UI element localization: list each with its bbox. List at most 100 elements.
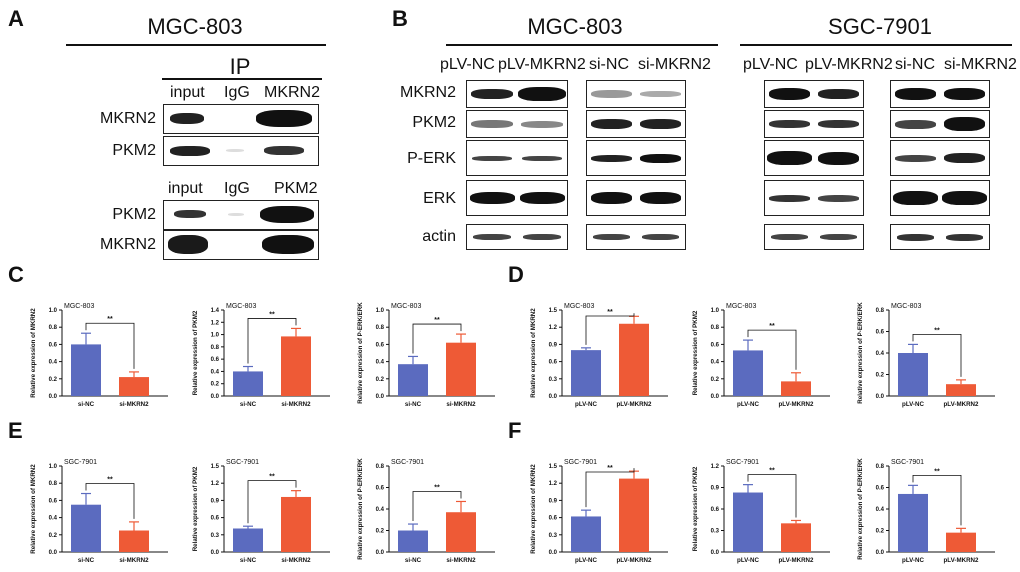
y-tick-label: 1.4 [211,308,220,314]
y-axis-label: Relative expression of P-ERK/ERK [357,302,364,404]
bar-chart: Relative expression of PKM2 SGC-7901 0.0 0.… [692,459,830,564]
y-tick-label: 0.0 [211,550,220,556]
y-tick-label: 1.0 [49,464,58,470]
blot-ip2-mkrn2 [163,230,319,260]
chart-title: SGC-7901 [226,459,259,466]
bar [281,336,311,396]
lane-label: IgG [224,180,250,197]
x-tick-label: si-NC [78,401,95,408]
bar-chart: Relative expression of P-ERK/ERK SGC-7901… [857,458,995,564]
bar [571,516,601,552]
blot-box [466,140,568,176]
lane-label: si-NC [895,56,935,73]
panel-b-title-sgc: SGC-7901 [828,14,932,39]
ip-label: IP [229,54,251,79]
significance-label: ** [107,477,113,484]
blot-box [764,180,864,216]
chart-title: MGC-803 [391,303,421,310]
y-tick-label: 0.2 [49,377,58,383]
bar [733,350,763,396]
y-tick-label: 0.2 [711,377,720,383]
y-axis-label: Relative expression of MKRN2 [530,308,537,398]
x-tick-label: si-NC [240,401,257,408]
y-tick-label: 0.9 [549,342,558,348]
y-tick-label: 0.8 [49,325,58,331]
y-tick-label: 1.0 [376,308,385,314]
lane-label: IgG [224,84,250,101]
bar [446,342,476,396]
bar [119,530,149,552]
x-tick-label: si-MKRN2 [446,557,476,564]
y-tick-label: 0.9 [549,498,558,504]
bar [571,350,601,396]
chart-title: SGC-7901 [391,459,424,466]
bar [281,496,311,552]
bar [233,371,263,396]
blot-box [764,110,864,138]
y-tick-label: 0.4 [376,360,385,366]
bar [119,377,149,396]
blot-box [466,180,568,216]
chart-title: MGC-803 [891,303,921,310]
blot-box [764,80,864,108]
y-tick-label: 0.6 [211,516,220,522]
bar [446,512,476,552]
significance-bracket [247,318,297,364]
y-tick-label: 0.6 [549,360,558,366]
bar-chart: Relative expression of P-ERK/ERK MGC-803 0… [357,302,495,408]
significance-bracket [747,474,797,518]
blot-box [764,224,864,250]
ip-rule [162,78,322,80]
lane-label: pLV-MKRN2 [498,56,586,73]
bar-chart: Relative expression of PKM2 MGC-803 0.0 0.2… [192,303,330,408]
bar [619,478,649,552]
y-tick-label: 0.8 [211,345,220,351]
panel-letter-a: A [8,6,24,31]
row-label: PKM2 [112,206,156,223]
x-tick-label: pLV-MKRN2 [944,401,980,408]
panel-a-title: MGC-803 [147,14,243,39]
significance-bracket [912,334,962,377]
row-label: P-ERK [407,150,456,167]
y-tick-label: 0.6 [876,330,885,336]
significance-bracket [412,491,462,522]
y-tick-label: 0.0 [211,394,220,400]
x-tick-label: si-MKRN2 [119,557,149,564]
y-tick-label: 0.6 [549,516,558,522]
y-tick-label: 0.6 [211,357,220,363]
x-tick-label: pLV-NC [575,557,597,564]
bar [781,381,811,396]
blot-box [466,110,568,138]
lane-label: input [170,84,205,101]
significance-label: ** [269,311,275,318]
y-tick-label: 1.2 [211,320,220,326]
bar [946,532,976,552]
y-tick-label: 0.9 [711,486,720,492]
y-tick-label: 0.6 [376,486,385,492]
y-tick-label: 0.0 [876,550,885,556]
significance-label: ** [769,468,775,475]
y-tick-label: 0.4 [876,507,885,513]
row-label: actin [422,228,456,245]
bar-chart: Relative expression of MKRN2 SGC-7901 0.0 0… [30,459,168,564]
y-tick-label: 0.8 [49,481,58,487]
y-tick-label: 0.4 [49,516,58,522]
panel-b-rule-sgc [740,44,1012,46]
chart-title: SGC-7901 [891,459,924,466]
y-tick-label: 0.0 [876,394,885,400]
chart-title: MGC-803 [726,303,756,310]
x-tick-label: pLV-MKRN2 [779,401,815,408]
y-tick-label: 1.2 [549,481,558,487]
x-tick-label: si-NC [78,557,95,564]
significance-bracket [85,322,135,369]
x-tick-label: pLV-MKRN2 [617,401,653,408]
chart-title: MGC-803 [564,303,594,310]
chart-title: SGC-7901 [726,459,759,466]
significance-bracket [585,468,635,508]
y-tick-label: 0.8 [876,464,885,470]
y-tick-label: 0.8 [876,308,885,314]
y-tick-label: 0.4 [876,351,885,357]
y-tick-label: 0.6 [876,486,885,492]
x-tick-label: pLV-NC [737,401,759,408]
y-tick-label: 0.0 [376,394,385,400]
